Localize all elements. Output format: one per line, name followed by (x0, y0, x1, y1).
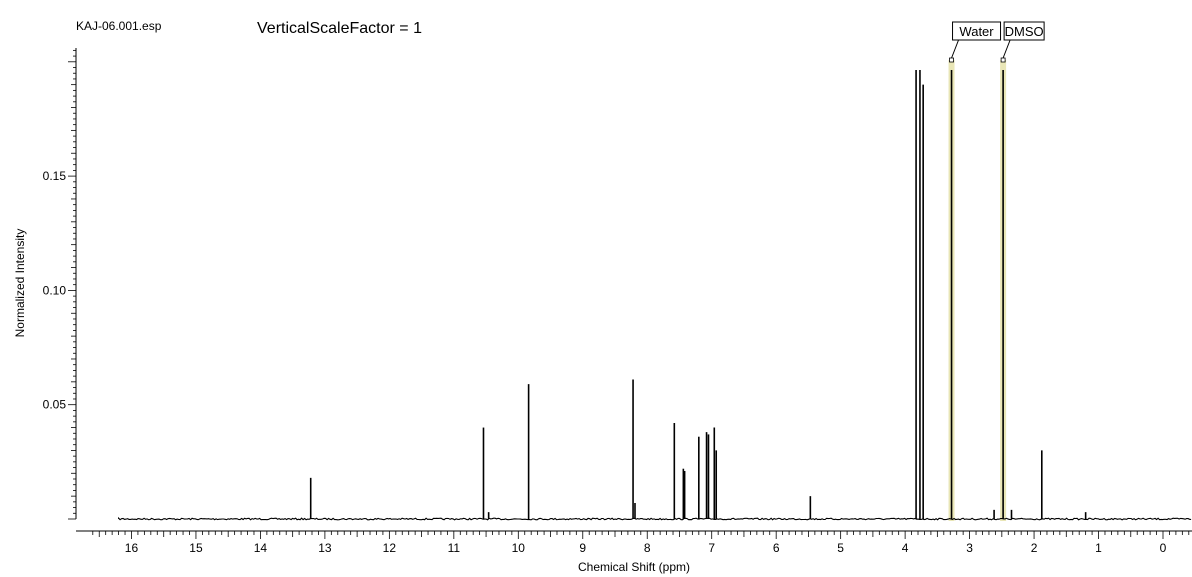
y-tick-label: 0.15 (43, 169, 67, 183)
y-tick-labels: 0.05 0.10 0.15 (43, 169, 67, 412)
solvent-label-marker (949, 57, 954, 63)
peaks (309, 70, 1087, 519)
solvent-label-box (1003, 21, 1045, 41)
y-tick-label: 0.05 (43, 398, 67, 412)
x-tick-label: 7 (708, 541, 715, 555)
x-tick-label: 14 (254, 541, 268, 555)
minor-ticks (68, 49, 1190, 539)
solvent-label-box (952, 21, 1002, 41)
solvent-label: Water (949, 21, 1002, 63)
x-tick-label: 1 (1095, 541, 1102, 555)
solvent-label-leader (1002, 39, 1011, 59)
x-tick-label: 8 (644, 541, 651, 555)
x-tick-label: 9 (579, 541, 586, 555)
solvent-highlights (948, 60, 1007, 521)
solvent-label-text: DMSO (1005, 24, 1044, 39)
x-tick-label: 5 (837, 541, 844, 555)
x-tick-label: 11 (448, 541, 461, 555)
spectrum-trace (118, 516, 1192, 521)
x-tick-label: 12 (383, 541, 397, 555)
x-tick-label: 2 (1031, 541, 1038, 555)
x-tick-label: 10 (512, 541, 526, 555)
x-tick-label: 4 (902, 541, 909, 555)
y-axis-title: Normalized Intensity (13, 229, 27, 338)
x-tick-label: 13 (318, 541, 332, 555)
solvent-labels: Water DMSO (949, 21, 1045, 63)
solvent-label-marker (1000, 57, 1006, 63)
vertical-scale-factor-label: VerticalScaleFactor = 1 (257, 20, 422, 37)
file-name-label: KAJ-06.001.esp (76, 19, 162, 33)
y-tick-label: 0.10 (43, 283, 67, 297)
x-tick-label: 0 (1160, 541, 1167, 555)
x-tick-label: 6 (773, 541, 780, 555)
x-tick-label: 3 (966, 541, 973, 555)
x-tick-label: 16 (125, 541, 139, 555)
x-tick-label: 15 (189, 541, 203, 555)
x-tick-labels: 16 15 14 13 12 11 10 9 8 7 6 5 4 3 2 1 0 (125, 541, 1167, 555)
solvent-label-leader (951, 39, 960, 59)
solvent-label: DMSO (1000, 21, 1045, 63)
x-axis-title: Chemical Shift (ppm) (578, 560, 690, 574)
solvent-label-text: Water (959, 24, 994, 39)
